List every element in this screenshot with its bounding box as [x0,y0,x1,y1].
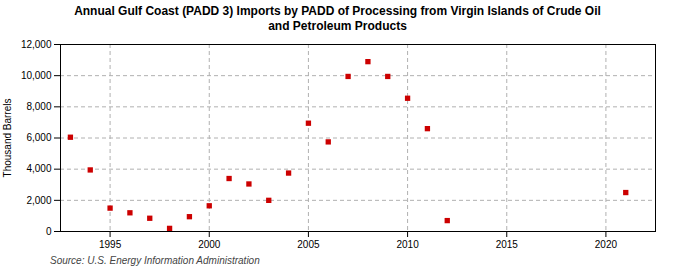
svg-text:6,000: 6,000 [26,132,51,143]
svg-text:2010: 2010 [396,239,419,250]
svg-text:8,000: 8,000 [26,101,51,112]
svg-text:4,000: 4,000 [26,163,51,174]
svg-text:2,000: 2,000 [26,195,51,206]
svg-text:2000: 2000 [198,239,221,250]
svg-text:2020: 2020 [595,239,618,250]
svg-text:Thousand Barrels: Thousand Barrels [2,99,13,178]
svg-text:1995: 1995 [99,239,122,250]
svg-text:10,000: 10,000 [21,70,52,81]
svg-text:12,000: 12,000 [21,39,52,50]
html-text:Source: U.S. Energy Informatio: Source: U.S. Energy Information Administ… [50,255,260,266]
svg-text:0: 0 [46,226,52,237]
svg-text:2005: 2005 [297,239,320,250]
html-text:Annual Gulf Coast (PADD 3) Imp: Annual Gulf Coast (PADD 3) Imports by PA… [74,4,601,33]
svg-text:2015: 2015 [496,239,519,250]
